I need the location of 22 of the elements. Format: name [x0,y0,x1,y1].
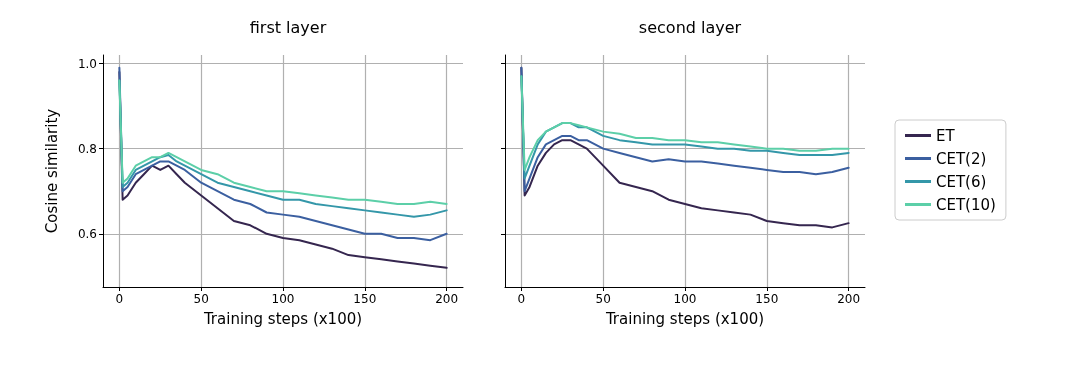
legend-label: ET [936,126,956,145]
x-axis-title: Training steps (x100) [604,309,765,328]
x-tick-label: 0 [517,292,526,306]
x-tick-label: 150 [353,292,377,306]
chart-title: second layer [638,17,742,37]
x-tick-label: 150 [755,292,779,306]
chart-title: first layer [249,17,327,37]
x-tick-label: 50 [595,292,611,306]
y-tick-label: 0.8 [77,141,97,156]
x-tick-label: 100 [271,292,295,306]
x-tick-label: 200 [435,292,459,306]
y-tick-label: 1.0 [77,56,97,71]
x-tick-label: 0 [115,292,124,306]
y-axis-title: Cosine similarity [42,108,61,234]
legend-label: CET(2) [936,149,987,168]
x-tick-label: 50 [193,292,209,306]
y-tick-label: 0.6 [77,226,97,241]
legend-label: CET(10) [936,195,996,214]
x-axis-title: Training steps (x100) [202,309,363,328]
legend-label: CET(6) [936,172,987,191]
x-tick-label: 100 [673,292,697,306]
x-tick-label: 200 [837,292,861,306]
